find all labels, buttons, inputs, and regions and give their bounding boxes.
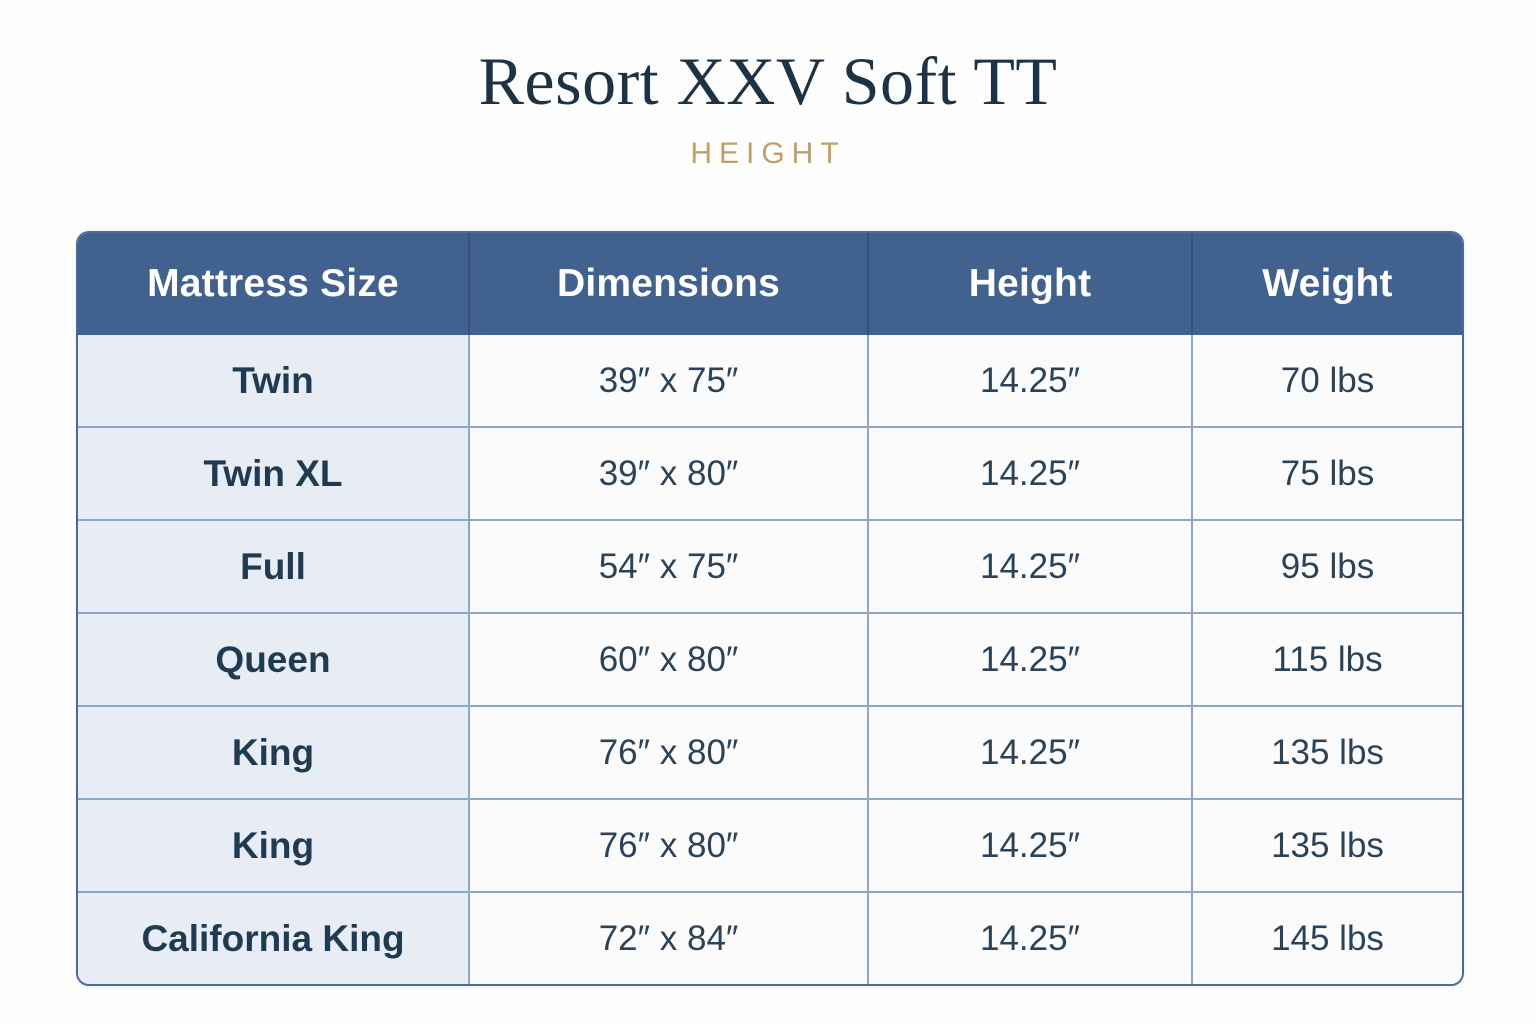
table-row: California King 72″ x 84″ 14.25″ 145 lbs — [78, 891, 1462, 984]
table-row: Twin 39″ x 75″ 14.25″ 70 lbs — [78, 335, 1462, 427]
cell-weight: 95 lbs — [1192, 519, 1462, 613]
column-header-weight: Weight — [1192, 233, 1462, 335]
cell-weight: 115 lbs — [1192, 612, 1462, 706]
cell-mattress-size: King — [78, 798, 470, 892]
cell-height: 14.25″ — [868, 335, 1193, 427]
table-row: King 76″ x 80″ 14.25″ 135 lbs — [78, 798, 1462, 892]
cell-height: 14.25″ — [868, 519, 1193, 613]
cell-mattress-size: Twin XL — [78, 426, 470, 520]
table-header-row: Mattress Size Dimensions Height Weight — [78, 233, 1462, 335]
column-header-dimensions: Dimensions — [469, 233, 869, 335]
cell-weight: 135 lbs — [1192, 798, 1462, 892]
size-table-container: Mattress Size Dimensions Height Weight T… — [76, 231, 1464, 986]
column-header-mattress-size: Mattress Size — [78, 233, 470, 335]
mattress-size-table: Mattress Size Dimensions Height Weight T… — [78, 233, 1462, 984]
title-block: Resort XXV Soft TT HEIGHT — [0, 43, 1536, 171]
cell-mattress-size: King — [78, 705, 470, 799]
cell-mattress-size: Twin — [78, 335, 470, 427]
cell-weight: 70 lbs — [1192, 335, 1462, 427]
cell-height: 14.25″ — [868, 426, 1193, 520]
cell-dimensions: 72″ x 84″ — [469, 891, 869, 984]
cell-dimensions: 54″ x 75″ — [469, 519, 869, 613]
cell-mattress-size: Full — [78, 519, 470, 613]
cell-height: 14.25″ — [868, 798, 1193, 892]
table-row: Queen 60″ x 80″ 14.25″ 115 lbs — [78, 612, 1462, 706]
table-header: Mattress Size Dimensions Height Weight — [78, 233, 1462, 335]
table-body: Twin 39″ x 75″ 14.25″ 70 lbs Twin XL 39″… — [78, 335, 1462, 984]
cell-dimensions: 76″ x 80″ — [469, 705, 869, 799]
cell-weight: 145 lbs — [1192, 891, 1462, 984]
cell-weight: 135 lbs — [1192, 705, 1462, 799]
cell-height: 14.25″ — [868, 705, 1193, 799]
table-row: King 76″ x 80″ 14.25″ 135 lbs — [78, 705, 1462, 799]
cell-dimensions: 39″ x 75″ — [469, 335, 869, 427]
cell-dimensions: 60″ x 80″ — [469, 612, 869, 706]
table-row: Full 54″ x 75″ 14.25″ 95 lbs — [78, 519, 1462, 613]
table-row: Twin XL 39″ x 80″ 14.25″ 75 lbs — [78, 426, 1462, 520]
cell-weight: 75 lbs — [1192, 426, 1462, 520]
column-header-height: Height — [868, 233, 1193, 335]
cell-dimensions: 39″ x 80″ — [469, 426, 869, 520]
page-subtitle: HEIGHT — [690, 137, 846, 171]
cell-height: 14.25″ — [868, 891, 1193, 984]
page-title: Resort XXV Soft TT — [478, 43, 1058, 119]
cell-height: 14.25″ — [868, 612, 1193, 706]
cell-mattress-size: California King — [78, 891, 470, 984]
cell-mattress-size: Queen — [78, 612, 470, 706]
cell-dimensions: 76″ x 80″ — [469, 798, 869, 892]
